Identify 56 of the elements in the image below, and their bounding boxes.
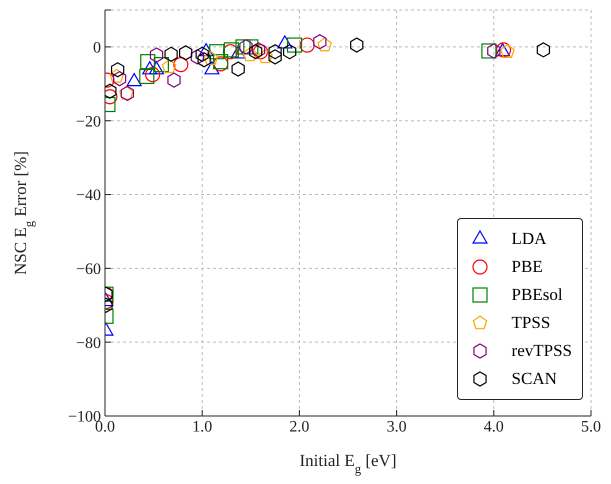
point [268, 44, 282, 60]
x-tick-label: 2.0 [289, 418, 310, 436]
point [196, 46, 209, 62]
point [481, 43, 497, 59]
point [167, 72, 181, 88]
point [190, 49, 204, 64]
point [140, 54, 156, 70]
legend-label: PBEsol [512, 285, 563, 305]
legend-label: PBE [512, 257, 543, 277]
point [110, 62, 124, 78]
x-tick-label: 4.0 [484, 418, 504, 436]
point [350, 37, 364, 53]
point [239, 39, 253, 55]
point [164, 46, 178, 62]
point [283, 44, 296, 60]
point [173, 57, 188, 72]
point [150, 47, 164, 63]
point [313, 34, 326, 50]
point [209, 44, 224, 60]
point [252, 42, 266, 58]
point [300, 37, 315, 53]
x-tick-label: 1.0 [192, 418, 212, 436]
point [112, 71, 126, 86]
point [162, 59, 176, 74]
y-tick-label: 0 [93, 40, 101, 57]
x-tick-label: 5.0 [581, 418, 601, 436]
legend-label: revTPSS [512, 341, 572, 361]
point [179, 45, 192, 60]
point [232, 61, 245, 77]
point [268, 49, 282, 64]
point [109, 68, 124, 83]
point [487, 43, 500, 59]
y-tick-label: −40 [76, 187, 101, 204]
legend-label: LDA [512, 229, 546, 249]
point [286, 37, 302, 53]
point [252, 44, 268, 60]
legend-label: SCAN [512, 369, 557, 389]
point [536, 42, 550, 58]
x-axis-title: Initial E$_{g}$ [eV] [299, 451, 397, 476]
x-tick-label: 3.0 [386, 418, 407, 436]
y-tick-label: −80 [76, 334, 101, 352]
point [235, 39, 251, 55]
point [145, 66, 160, 82]
point [105, 84, 117, 99]
y-tick-label: −20 [76, 113, 101, 130]
point [204, 51, 218, 65]
point [197, 52, 211, 68]
point [154, 57, 169, 72]
legend-label: TPSS [512, 313, 550, 333]
point [317, 37, 332, 52]
point [500, 44, 515, 58]
point [258, 49, 273, 64]
y-tick-label: −60 [76, 261, 101, 278]
point [242, 47, 258, 62]
point [139, 68, 154, 84]
point [249, 44, 262, 60]
